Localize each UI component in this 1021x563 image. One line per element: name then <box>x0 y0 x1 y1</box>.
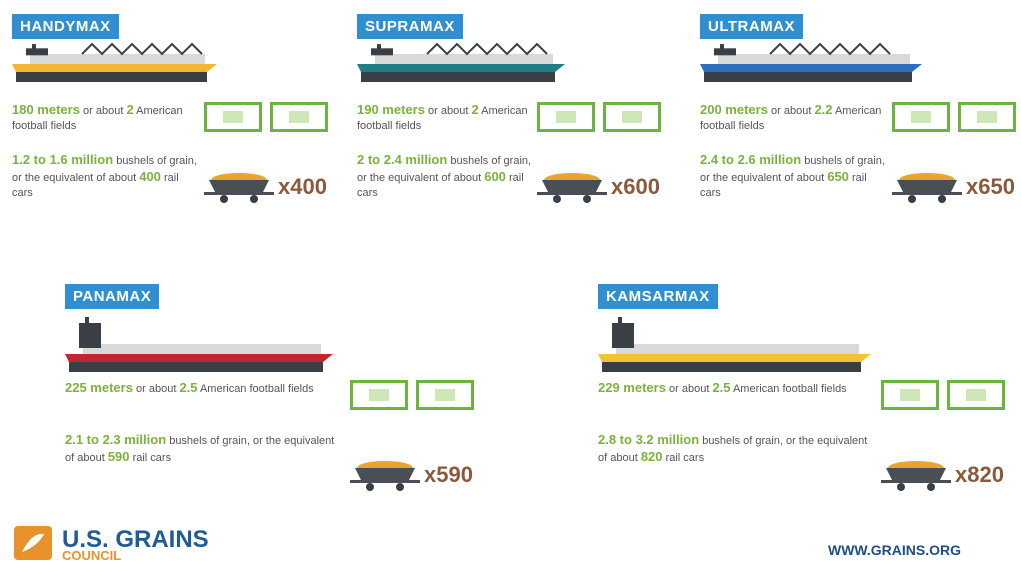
text: American football fields <box>198 383 314 395</box>
ship-card: SUPRAMAX 190 meters or about 2 American f… <box>357 14 687 244</box>
highlight: 180 meters <box>12 102 80 117</box>
capacity-text: 1.2 to 1.6 million bushels of grain, or … <box>12 152 202 201</box>
money-icon <box>537 102 595 132</box>
capacity-text: 2 to 2.4 million bushels of grain, or th… <box>357 152 532 201</box>
highlight: 225 meters <box>65 380 133 395</box>
rail-car <box>350 458 420 492</box>
logo-icon <box>12 524 56 562</box>
highlight: 229 meters <box>598 380 666 395</box>
highlight: 400 <box>139 169 161 184</box>
highlight: 200 meters <box>700 102 768 117</box>
highlight: 2.4 to 2.6 million <box>700 152 801 167</box>
ship-name: ULTRAMAX <box>700 14 803 39</box>
length-text: 229 meters or about 2.5 American footbal… <box>598 380 868 397</box>
rail-car <box>892 170 962 204</box>
multiplier: x650 <box>966 174 1015 200</box>
money-icon <box>350 380 408 410</box>
ship-name: HANDYMAX <box>12 14 119 39</box>
multiplier: x600 <box>611 174 660 200</box>
highlight: 2 to 2.4 million <box>357 152 447 167</box>
money-icon <box>416 380 474 410</box>
logo: U.S. GRAINS COUNCIL <box>12 524 56 563</box>
highlight: 2.8 to 3.2 million <box>598 432 699 447</box>
text: or about <box>768 105 814 117</box>
length-text: 225 meters or about 2.5 American footbal… <box>65 380 335 397</box>
ship-illustration <box>700 42 926 84</box>
highlight: 650 <box>827 169 849 184</box>
highlight: 190 meters <box>357 102 425 117</box>
ship-card: KAMSARMAX 229 meters or about 2.5 America… <box>598 284 1018 504</box>
highlight: 2 <box>471 102 478 117</box>
highlight: 2.5 <box>179 380 197 395</box>
length-text: 190 meters or about 2 American football … <box>357 102 532 134</box>
highlight: 820 <box>641 449 663 464</box>
multiplier: x820 <box>955 462 1004 488</box>
highlight: 2.1 to 2.3 million <box>65 432 166 447</box>
text: or about <box>425 105 471 117</box>
capacity-text: 2.8 to 3.2 million bushels of grain, or … <box>598 432 868 466</box>
ship-illustration <box>598 314 875 374</box>
highlight: 2.5 <box>712 380 730 395</box>
rail-car <box>537 170 607 204</box>
highlight: 2 <box>126 102 133 117</box>
text: rail cars <box>130 452 172 464</box>
capacity-text: 2.4 to 2.6 million bushels of grain, or … <box>700 152 885 201</box>
ship-illustration <box>357 42 569 84</box>
ship-card: PANAMAX 225 meters or about 2.5 American … <box>65 284 485 504</box>
money-icon <box>270 102 328 132</box>
text: rail cars <box>663 452 705 464</box>
ship-card: ULTRAMAX 200 meters or about 2.2 American… <box>700 14 1021 244</box>
highlight: 1.2 to 1.6 million <box>12 152 113 167</box>
infographic: U.S. GRAINS COUNCIL WWW.GRAINS.ORG HANDY… <box>0 0 1021 563</box>
money-icon <box>603 102 661 132</box>
capacity-text: 2.1 to 2.3 million bushels of grain, or … <box>65 432 335 466</box>
length-text: 200 meters or about 2.2 American footbal… <box>700 102 885 134</box>
highlight: 600 <box>484 169 506 184</box>
money-icon <box>881 380 939 410</box>
highlight: 2.2 <box>814 102 832 117</box>
text: or about <box>80 105 126 117</box>
length-text: 180 meters or about 2 American football … <box>12 102 202 134</box>
ship-name: KAMSARMAX <box>598 284 718 309</box>
ship-illustration <box>12 42 221 84</box>
ship-card: HANDYMAX 180 meters or about 2 American f… <box>12 14 342 244</box>
money-icon <box>892 102 950 132</box>
ship-name: SUPRAMAX <box>357 14 463 39</box>
ship-illustration <box>65 314 337 374</box>
highlight: 590 <box>108 449 130 464</box>
money-icon <box>204 102 262 132</box>
multiplier: x400 <box>278 174 327 200</box>
rail-car <box>204 170 274 204</box>
website: WWW.GRAINS.ORG <box>828 542 961 558</box>
text: or about <box>133 383 179 395</box>
money-icon <box>947 380 1005 410</box>
money-icon <box>958 102 1016 132</box>
multiplier: x590 <box>424 462 473 488</box>
text: or about <box>666 383 712 395</box>
logo-sub: COUNCIL <box>62 548 121 563</box>
rail-car <box>881 458 951 492</box>
text: American football fields <box>731 383 847 395</box>
ship-name: PANAMAX <box>65 284 159 309</box>
